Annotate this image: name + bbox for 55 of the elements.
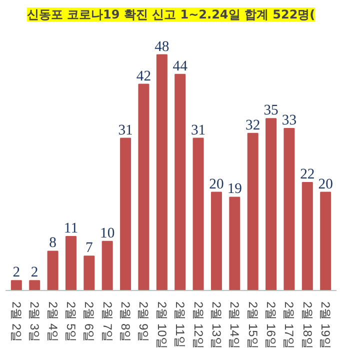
x-tick-label: 2월 5일 [64,302,78,342]
data-label: 2 [30,264,38,281]
bar [84,256,95,290]
x-tick-label: 2월 3일 [28,302,42,342]
chart-title: 신동포 코로나19 확진 신고 1~2.24일 합계 522명( [26,8,316,22]
data-label: 31 [118,122,133,138]
x-tick-label: 2월 11일 [173,302,188,348]
bar [138,84,150,290]
bar [120,138,132,290]
data-label: 42 [136,68,152,84]
data-label: 44 [172,58,188,74]
x-tick-label: 2월 6일 [82,302,96,342]
x-tick-label: 2월 12일 [191,302,206,349]
data-label: 11 [64,220,78,236]
bar [320,192,332,290]
x-tick-label: 2월 18일 [300,302,314,349]
bar [102,240,113,290]
x-tick-label: 2월 4일 [46,302,60,342]
data-label: 20 [209,176,224,192]
x-tick-label: 2월 14일 [228,302,242,349]
data-label: 33 [282,112,297,128]
bar [266,118,277,290]
data-label: 20 [318,176,333,192]
bar [192,138,204,290]
data-label: 31 [190,122,206,138]
data-label: 22 [300,166,315,182]
data-label: 2 [12,264,20,281]
x-tick-label: 2월 2일 [9,302,24,342]
data-label: 10 [100,225,115,242]
data-label: 19 [227,181,242,198]
bar [65,236,76,290]
x-tick-label: 2월 16일 [264,302,278,349]
bar [10,280,22,290]
x-tick-label: 2월 17일 [282,302,296,349]
bar [229,196,240,290]
bar [174,74,186,290]
data-label: 8 [49,235,56,252]
bar [156,54,168,290]
x-tick-label: 2월 8일 [118,302,133,342]
bar [210,192,222,290]
x-tick-label: 2월 7일 [100,302,114,342]
x-tick-label: 2월 13일 [209,302,224,349]
x-tick-label: 2월 9일 [136,302,151,342]
data-label: 7 [85,240,93,256]
data-label: 32 [246,117,260,134]
x-tick-label: 2월 15일 [246,302,260,349]
bar [302,182,313,290]
data-label: 48 [154,38,170,55]
x-tick-label: 2월 19일 [318,302,333,349]
bar [284,128,295,290]
x-tick-label: 2월 10일 [154,302,169,349]
bar [29,280,40,290]
bar [247,132,258,290]
bar [47,250,58,290]
data-label: 35 [264,102,278,119]
